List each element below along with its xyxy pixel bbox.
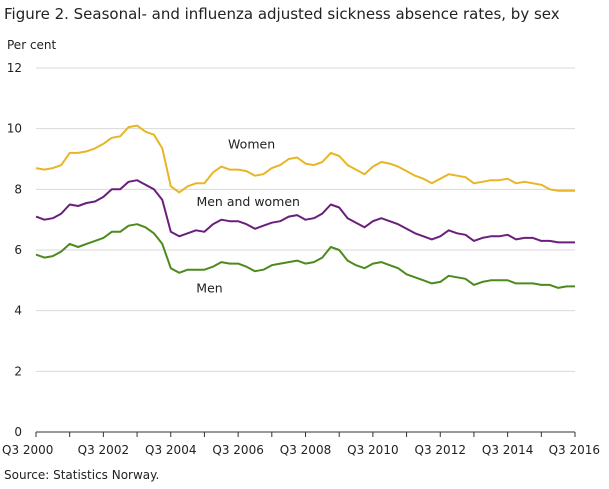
series-line-men-and-women bbox=[35, 179, 575, 244]
x-tick-label: Q3 2000 bbox=[2, 443, 53, 457]
series-line-men bbox=[35, 223, 575, 289]
x-tick-label: Q3 2002 bbox=[78, 443, 129, 457]
x-tick-label: Q3 2016 bbox=[549, 443, 600, 457]
y-tick-label: 10 bbox=[7, 122, 22, 136]
series-label-men-and-women: Men and women bbox=[196, 194, 300, 209]
y-tick-label: 4 bbox=[14, 304, 22, 318]
y-tick-label: 2 bbox=[14, 364, 22, 378]
x-tick-label: Q3 2012 bbox=[415, 443, 466, 457]
chart-title: Figure 2. Seasonal- and influenza adjust… bbox=[4, 5, 560, 23]
x-axis-ticks: Q3 2000 Q3 2002 Q3 2004 Q3 2006 Q3 2008 Q3 20… bbox=[2, 432, 600, 457]
series-labels: Women Men and women Men bbox=[196, 136, 300, 295]
y-tick-label: 12 bbox=[7, 61, 22, 75]
x-tick-label: Q3 2004 bbox=[145, 443, 196, 457]
x-tick-label: Q3 2014 bbox=[482, 443, 533, 457]
series-lines bbox=[35, 124, 575, 289]
series-label-women: Women bbox=[228, 136, 275, 151]
gridlines bbox=[36, 67, 575, 433]
y-tick-labels: 0 2 4 6 8 10 12 bbox=[7, 61, 22, 439]
x-tick-label: Q3 2008 bbox=[280, 443, 331, 457]
series-label-men: Men bbox=[196, 280, 222, 295]
x-tick-label: Q3 2010 bbox=[347, 443, 398, 457]
y-axis-label: Per cent bbox=[7, 38, 57, 52]
y-tick-label: 8 bbox=[14, 182, 22, 196]
y-tick-label: 6 bbox=[14, 243, 22, 257]
source-note: Source: Statistics Norway. bbox=[4, 468, 160, 482]
y-tick-label: 0 bbox=[14, 425, 22, 439]
x-tick-label: Q3 2006 bbox=[212, 443, 263, 457]
series-line-women bbox=[35, 124, 575, 194]
